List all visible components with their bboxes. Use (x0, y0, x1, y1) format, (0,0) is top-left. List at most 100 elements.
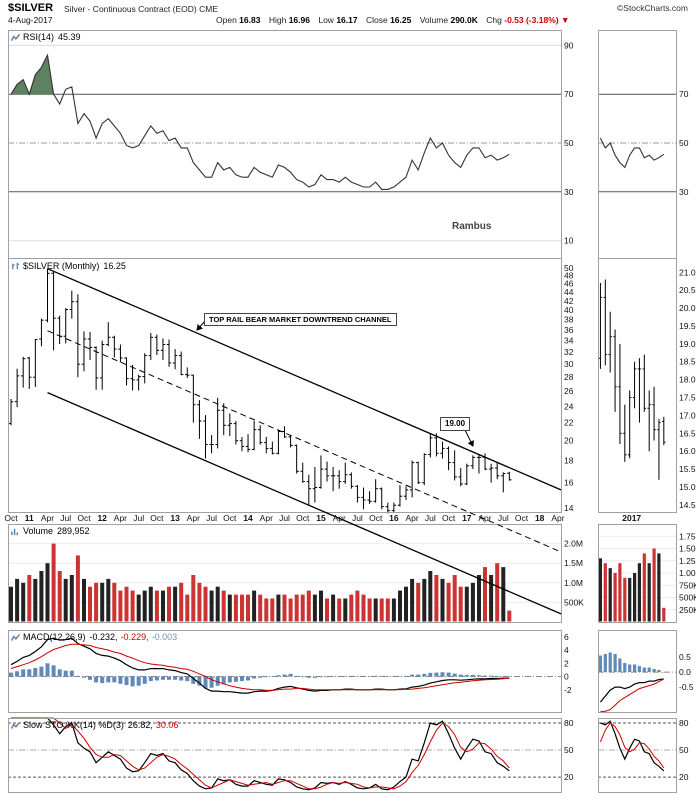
svg-text:Apr: Apr (333, 513, 346, 523)
svg-text:50: 50 (564, 263, 574, 273)
svg-text:12: 12 (97, 513, 107, 523)
svg-text:2: 2 (564, 658, 569, 668)
svg-text:Jul: Jul (425, 513, 436, 523)
svg-text:17.5: 17.5 (679, 393, 696, 403)
svg-text:Apr: Apr (260, 513, 273, 523)
rsi-series (10, 53, 665, 190)
price-series (8, 268, 666, 514)
svg-text:1.50M: 1.50M (679, 544, 696, 554)
volume-panel-label: Volume 289,952 (11, 526, 90, 536)
svg-text:Apr: Apr (41, 513, 54, 523)
svg-text:1.75M: 1.75M (679, 531, 696, 541)
svg-text:Jul: Jul (279, 513, 290, 523)
svg-text:28: 28 (564, 372, 574, 382)
svg-text:Oct: Oct (77, 513, 91, 523)
svg-text:16: 16 (389, 513, 399, 523)
price-panel-label: $SILVER (Monthly) 16.25 (11, 261, 126, 271)
histogram-icon (11, 528, 19, 535)
svg-text:42: 42 (564, 296, 574, 306)
sto-series (11, 717, 665, 791)
svg-text:0.0: 0.0 (679, 667, 691, 677)
svg-text:16.0: 16.0 (679, 446, 696, 456)
svg-text:20: 20 (564, 772, 574, 782)
indicator-icon (11, 721, 20, 729)
volume-label-text: Volume (23, 526, 54, 536)
svg-text:40: 40 (564, 305, 574, 315)
macd-value-1: -0.232, (89, 632, 118, 642)
svg-text:250K: 250K (679, 605, 696, 615)
svg-text:Jul: Jul (133, 513, 144, 523)
svg-text:36: 36 (564, 325, 574, 335)
close-value: 16.25 (390, 15, 412, 25)
svg-text:70: 70 (564, 89, 574, 99)
macd-panel-label: MACD(12,26,9) -0.232, -0.229, -0.003 (11, 632, 177, 642)
rsi-panel-label: RSI(14) 45.39 (11, 32, 81, 42)
indicator-icon (11, 633, 20, 641)
svg-text:Oct: Oct (150, 513, 164, 523)
svg-text:50: 50 (679, 138, 689, 148)
svg-text:Jul: Jul (352, 513, 363, 523)
chg-value: -0.53 (-3.18%) (504, 15, 559, 25)
svg-text:Oct: Oct (296, 513, 310, 523)
volume-value-text: 289,952 (57, 526, 90, 536)
svg-text:26: 26 (564, 386, 574, 396)
svg-text:1.00M: 1.00M (679, 568, 696, 578)
svg-text:44: 44 (564, 287, 574, 297)
svg-text:0: 0 (564, 672, 569, 682)
svg-text:16.5: 16.5 (679, 428, 696, 438)
copyright: ©StockCharts.com (617, 3, 688, 13)
svg-text:17.0: 17.0 (679, 410, 696, 420)
svg-text:1.0M: 1.0M (564, 578, 583, 588)
svg-text:50: 50 (564, 138, 574, 148)
svg-text:30: 30 (679, 187, 689, 197)
svg-text:6: 6 (564, 632, 569, 642)
channel-annotations (47, 268, 562, 615)
svg-text:46: 46 (564, 279, 574, 289)
ohlc-quote-line: Open 16.83 High 16.96 Low 16.17 Close 16… (216, 15, 569, 25)
svg-text:18: 18 (564, 456, 574, 466)
svg-text:Apr: Apr (551, 513, 564, 523)
sto-panel-label: Slow STO %K(14) %D(3) 26.82, 30.06 (11, 720, 178, 730)
open-label: Open (216, 15, 237, 25)
svg-text:500K: 500K (679, 593, 696, 603)
svg-text:50: 50 (679, 745, 689, 755)
candlestick-icon (12, 262, 20, 269)
svg-text:16: 16 (564, 478, 574, 488)
sto-label-text: Slow STO %K(14) %D(3) (23, 720, 124, 730)
svg-text:18.0: 18.0 (679, 375, 696, 385)
chg-label: Chg (486, 15, 502, 25)
svg-text:Oct: Oct (4, 513, 18, 523)
macd-value-2: -0.229, (120, 632, 149, 642)
svg-text:Apr: Apr (114, 513, 127, 523)
svg-text:70: 70 (679, 89, 689, 99)
svg-text:20: 20 (679, 772, 689, 782)
volume-label: Volume (419, 15, 449, 25)
svg-text:Jul: Jul (206, 513, 217, 523)
svg-text:750K: 750K (679, 580, 696, 590)
svg-text:Oct: Oct (369, 513, 383, 523)
volume-series (9, 543, 666, 622)
channel-annotation-label: TOP RAIL BEAR MARKET DOWNTREND CHANNEL (204, 313, 397, 326)
svg-text:4: 4 (564, 645, 569, 655)
svg-text:17: 17 (462, 513, 472, 523)
svg-text:14: 14 (564, 503, 574, 513)
svg-text:90: 90 (564, 40, 574, 50)
svg-text:2.0M: 2.0M (564, 539, 583, 549)
rsi-label-text: RSI(14) (23, 32, 55, 42)
quote-date: 4-Aug-2017 (8, 15, 53, 25)
svg-text:20: 20 (564, 436, 574, 446)
svg-text:19.5: 19.5 (679, 321, 696, 331)
svg-text:18: 18 (535, 513, 545, 523)
down-arrow-icon: ▼ (560, 15, 570, 25)
price-last-value: 16.25 (103, 261, 126, 271)
svg-text:14: 14 (243, 513, 253, 523)
price-target-annotation: 19.00 (440, 417, 471, 431)
macd-series (9, 637, 666, 712)
indicator-icon (11, 33, 20, 41)
svg-text:80: 80 (564, 718, 574, 728)
svg-text:Oct: Oct (515, 513, 529, 523)
svg-text:Oct: Oct (442, 513, 456, 523)
rsi-value: 45.39 (58, 32, 81, 42)
low-value: 16.17 (336, 15, 358, 25)
high-value: 16.96 (288, 15, 310, 25)
